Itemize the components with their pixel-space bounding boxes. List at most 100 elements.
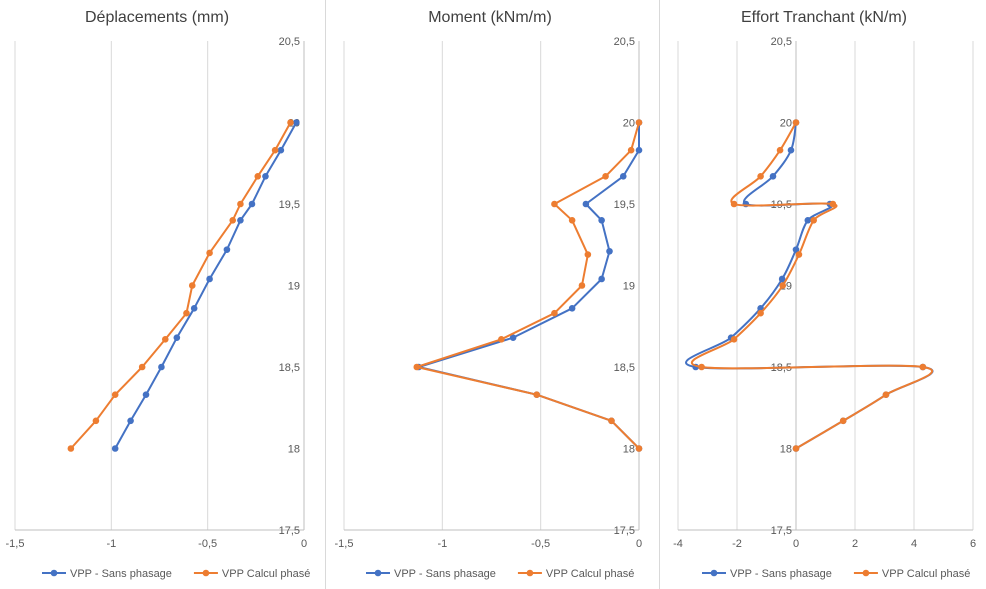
data-point: [606, 247, 613, 255]
series-line: [415, 122, 640, 450]
x-tick-label: 4: [911, 538, 917, 550]
y-tick-label: 17,5: [279, 525, 300, 537]
data-point: [223, 246, 231, 253]
y-tick-label: 20: [780, 118, 792, 130]
data-point: [730, 200, 738, 208]
panel-divider: [325, 0, 326, 589]
data-point: [795, 251, 803, 258]
y-tick-label: 20: [623, 118, 635, 130]
data-point: [67, 445, 75, 452]
legend-label: VPP - Sans phasage: [70, 568, 172, 580]
data-point: [509, 334, 517, 341]
x-tick-label: -2: [732, 538, 742, 550]
x-tick-label: -1,5: [335, 538, 354, 550]
data-point: [787, 146, 795, 154]
y-tick-label: 19,5: [279, 199, 300, 211]
legend-marker: [202, 569, 210, 577]
legend-label: VPP - Sans phasage: [730, 568, 832, 580]
data-point: [584, 251, 592, 258]
data-point: [598, 217, 605, 224]
data-point: [627, 146, 635, 154]
data-point: [287, 119, 294, 126]
y-tick-label: 18: [623, 444, 635, 456]
data-point: [792, 246, 800, 253]
series-line: [70, 122, 292, 450]
data-point: [413, 363, 421, 371]
legend-marker: [374, 569, 382, 577]
data-point: [829, 200, 837, 208]
data-point: [237, 200, 244, 208]
series-line: [691, 122, 933, 450]
legend-marker: [50, 569, 58, 577]
chart-title: Moment (kNm/m): [428, 9, 552, 26]
data-point: [206, 275, 213, 283]
y-tick-label: 20,5: [771, 36, 792, 48]
data-point: [188, 282, 196, 289]
data-point: [757, 172, 764, 180]
y-tick-label: 18,5: [614, 362, 635, 374]
series-line: [114, 122, 298, 449]
y-tick-label: 18: [780, 444, 792, 456]
data-point: [810, 217, 817, 224]
data-point: [776, 146, 784, 154]
y-tick-label: 19: [623, 281, 635, 293]
data-point: [254, 172, 262, 180]
data-point: [551, 200, 558, 208]
data-point: [173, 334, 181, 341]
data-point: [698, 363, 705, 371]
x-tick-label: 0: [793, 538, 799, 550]
x-tick-label: 0: [636, 538, 642, 550]
data-point: [533, 391, 541, 399]
data-point: [602, 172, 609, 180]
legend-label: VPP Calcul phasé: [222, 568, 310, 580]
y-tick-label: 20,5: [614, 36, 635, 48]
y-tick-label: 19: [288, 281, 300, 293]
legend-marker: [526, 569, 534, 577]
data-point: [498, 335, 505, 343]
x-tick-label: 2: [852, 538, 858, 550]
data-point: [158, 363, 165, 371]
y-tick-label: 19,5: [614, 199, 635, 211]
data-point: [248, 200, 256, 208]
data-point: [757, 309, 764, 317]
data-point: [277, 146, 285, 154]
data-point: [598, 275, 605, 283]
x-tick-label: -4: [673, 538, 683, 550]
data-point: [551, 309, 558, 317]
data-point: [568, 305, 576, 312]
data-point: [839, 417, 847, 425]
data-point: [778, 275, 786, 283]
chart-displacement: Déplacements (mm) -1,5 -1 -0,5 017,5 18 18,5 19…: [6, 9, 311, 580]
y-tick-label: 18,5: [279, 362, 300, 374]
data-point: [183, 309, 190, 317]
legend-label: VPP Calcul phasé: [546, 568, 634, 580]
chart-panel-displacement: Déplacements (mm) -1,5 -1 -0,5 0 17,5 18 18,5 19…: [0, 0, 325, 589]
data-point: [229, 217, 237, 224]
data-point: [142, 391, 150, 399]
chart-moment: Moment (kNm/m) -1,5 -1 -0,5 017,5 18 18,5 19 19,…: [335, 9, 643, 580]
data-point: [635, 445, 643, 452]
data-point: [190, 305, 198, 312]
legend-marker: [710, 569, 718, 577]
data-point: [619, 172, 627, 180]
chart-title: Effort Tranchant (kN/m): [741, 9, 907, 26]
y-tick-label: 17,5: [771, 525, 792, 537]
x-tick-label: -0,5: [531, 538, 550, 550]
data-point: [882, 391, 890, 399]
x-tick-label: -0,5: [198, 538, 217, 550]
data-point: [804, 217, 812, 224]
data-point: [568, 217, 576, 224]
y-tick-label: 17,5: [614, 525, 635, 537]
series-line: [417, 122, 640, 450]
data-point: [271, 146, 279, 154]
data-point: [111, 391, 119, 399]
data-point: [161, 335, 169, 343]
data-point: [730, 335, 738, 343]
data-point: [582, 200, 590, 208]
x-tick-label: 0: [301, 538, 307, 550]
legend-label: VPP Calcul phasé: [882, 568, 970, 580]
x-tick-label: -1: [437, 538, 447, 550]
data-point: [206, 249, 213, 257]
data-point: [635, 119, 643, 126]
data-point: [635, 146, 643, 154]
